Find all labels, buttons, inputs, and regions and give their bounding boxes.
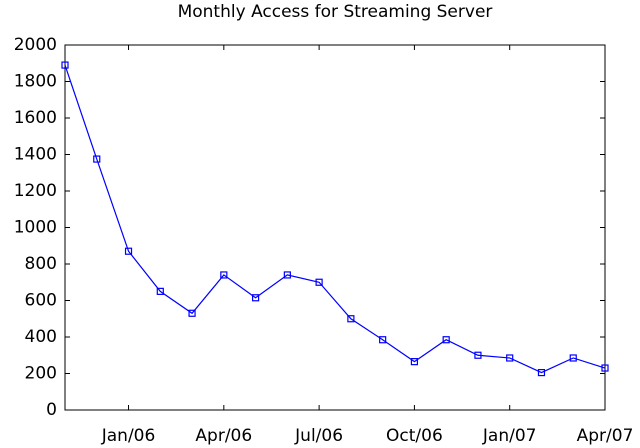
y-tick-label: 1400 [14, 145, 57, 165]
x-tick-label: Jan/07 [482, 426, 537, 446]
x-tick-label: Apr/06 [195, 426, 252, 446]
data-point [93, 155, 101, 163]
x-tick-label: Apr/07 [577, 426, 634, 446]
data-point [474, 351, 482, 359]
data-point [188, 309, 196, 317]
y-tick-label: 1800 [14, 72, 57, 92]
y-tick-label: 400 [25, 327, 57, 347]
data-point [442, 336, 450, 344]
x-tick-label: Oct/06 [386, 426, 443, 446]
data-point [601, 364, 609, 372]
data-point [61, 61, 69, 69]
x-tick-label: Jul/06 [294, 426, 343, 446]
data-point [124, 247, 133, 255]
data-point [506, 354, 514, 362]
y-tick-label: 800 [25, 254, 57, 274]
plot-frame [64, 44, 606, 411]
y-tick-label: 1600 [14, 108, 57, 128]
data-point [156, 287, 164, 295]
y-tick-label: 2000 [14, 35, 57, 55]
data-point [251, 294, 260, 302]
data-point [537, 368, 546, 377]
y-tick-label: 0 [46, 400, 57, 420]
data-point [283, 271, 291, 279]
x-tick-label: Jan/06 [101, 426, 156, 446]
data-point [315, 278, 323, 286]
data-point [410, 358, 419, 366]
chart-title: Monthly Access for Streaming Server [178, 2, 493, 22]
y-tick-label: 200 [25, 364, 57, 384]
y-tick-label: 1000 [14, 218, 57, 238]
y-tick-label: 600 [25, 291, 57, 311]
data-line [64, 64, 606, 374]
data-point [379, 336, 387, 344]
data-point [347, 315, 355, 323]
data-point [569, 354, 577, 362]
y-tick-label: 1200 [14, 181, 57, 201]
data-point [220, 271, 228, 279]
